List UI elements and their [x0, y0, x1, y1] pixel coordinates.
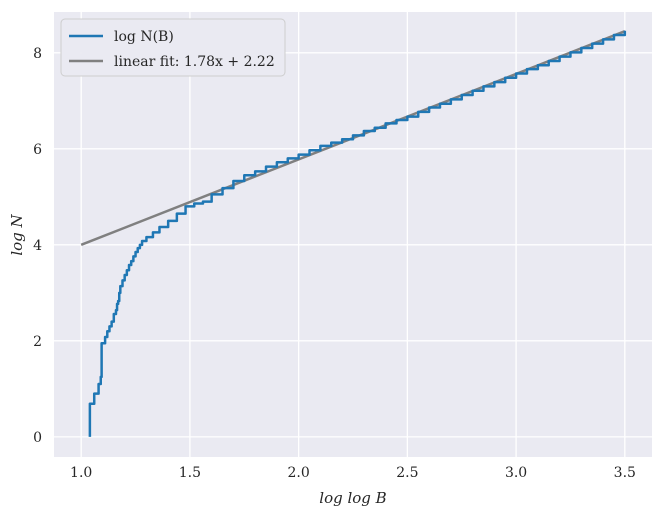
plot-area-background — [54, 12, 652, 457]
x-tick-label: 1.0 — [70, 465, 92, 481]
y-tick-label: 6 — [33, 142, 42, 158]
y-tick-labels: 0 2 4 6 8 — [33, 46, 42, 446]
y-tick-label: 0 — [33, 430, 42, 446]
x-tick-labels: 1.0 1.5 2.0 2.5 3.0 3.5 — [70, 465, 636, 481]
x-tick-label: 3.5 — [614, 465, 636, 481]
legend-label-series-1: linear fit: 1.78x + 2.22 — [114, 54, 275, 70]
legend-box — [60, 18, 286, 77]
x-tick-label: 1.5 — [179, 465, 201, 481]
legend-label-series-0: log N(B) — [114, 29, 174, 45]
series-line-0 — [88, 30, 627, 437]
x-tick-label: 3.0 — [505, 465, 527, 481]
legend: log N(B) linear fit: 1.78x + 2.22 — [60, 18, 286, 77]
x-axis-label: log log B — [319, 489, 386, 507]
series-layer — [80, 30, 627, 437]
x-tick-label: 2.5 — [396, 465, 418, 481]
y-axis-label: log N — [8, 213, 26, 255]
y-tick-label: 2 — [33, 334, 42, 350]
x-tick-label: 2.0 — [288, 465, 310, 481]
y-tick-label: 8 — [33, 46, 42, 62]
y-tick-label: 4 — [33, 238, 42, 254]
